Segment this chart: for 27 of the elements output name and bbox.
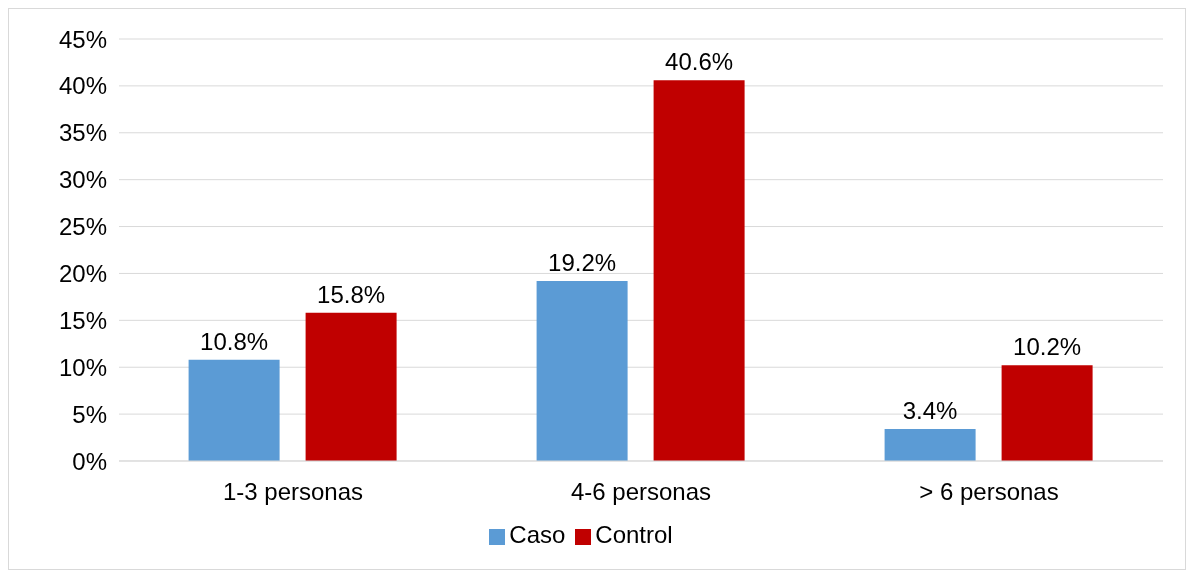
y-tick-label: 35% xyxy=(58,119,107,147)
bar xyxy=(305,312,397,461)
y-tick-label: 5% xyxy=(72,400,107,428)
data-label: 15.8% xyxy=(317,280,386,308)
data-label: 40.6% xyxy=(665,48,734,76)
bar xyxy=(884,429,976,461)
y-tick-label: 40% xyxy=(58,72,107,100)
y-tick-label: 45% xyxy=(58,25,107,53)
y-tick-label: 0% xyxy=(72,447,107,475)
y-tick-label: 30% xyxy=(58,166,107,194)
x-tick-label: > 6 personas xyxy=(919,478,1059,506)
data-label: 3.4% xyxy=(902,397,958,425)
x-tick-label: 4-6 personas xyxy=(570,478,712,506)
bar xyxy=(536,280,628,461)
data-label: 10.8% xyxy=(200,327,269,355)
legend-label: Caso xyxy=(509,521,566,548)
y-tick-label: 10% xyxy=(58,353,107,381)
y-tick-label: 25% xyxy=(58,213,107,241)
y-tick-label: 15% xyxy=(58,306,107,334)
bar xyxy=(653,80,745,461)
x-tick-label: 1-3 personas xyxy=(222,478,364,506)
data-label: 19.2% xyxy=(548,248,617,276)
legend-label: Control xyxy=(595,521,673,548)
y-tick-label: 20% xyxy=(58,259,107,287)
bar xyxy=(188,359,280,461)
bar xyxy=(1001,365,1093,461)
data-label: 10.2% xyxy=(1013,333,1082,361)
